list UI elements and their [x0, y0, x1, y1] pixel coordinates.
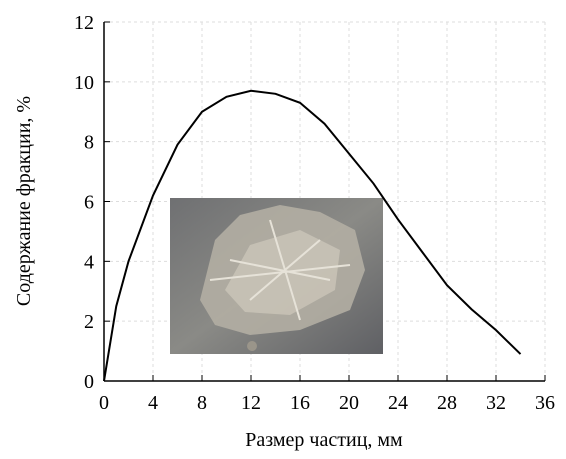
y-tick-label: 4	[84, 251, 94, 273]
x-tick-label: 36	[535, 392, 555, 414]
data-line	[103, 89, 522, 382]
y-tick-label: 2	[84, 311, 94, 333]
x-axis-label: Размер частиц, мм	[245, 429, 403, 451]
y-tick-label: 12	[74, 12, 94, 34]
y-tick-label: 6	[84, 192, 94, 214]
x-tick-label: 20	[339, 392, 359, 414]
y-axis-label: Содержание фракции, %	[13, 96, 35, 306]
x-tick-label: 0	[99, 392, 109, 414]
x-tick-label: 12	[241, 392, 261, 414]
y-tick-label: 10	[74, 72, 94, 94]
x-tick-label: 24	[388, 392, 408, 414]
inset-photo	[170, 198, 383, 354]
y-tick-label: 8	[84, 132, 94, 154]
x-tick-label: 16	[290, 392, 310, 414]
x-tick-label: 28	[437, 392, 457, 414]
x-tick-label: 32	[486, 392, 506, 414]
y-tick-label: 0	[84, 371, 94, 393]
x-tick-label: 4	[148, 392, 158, 414]
x-tick-label: 8	[197, 392, 207, 414]
plot	[103, 89, 522, 382]
